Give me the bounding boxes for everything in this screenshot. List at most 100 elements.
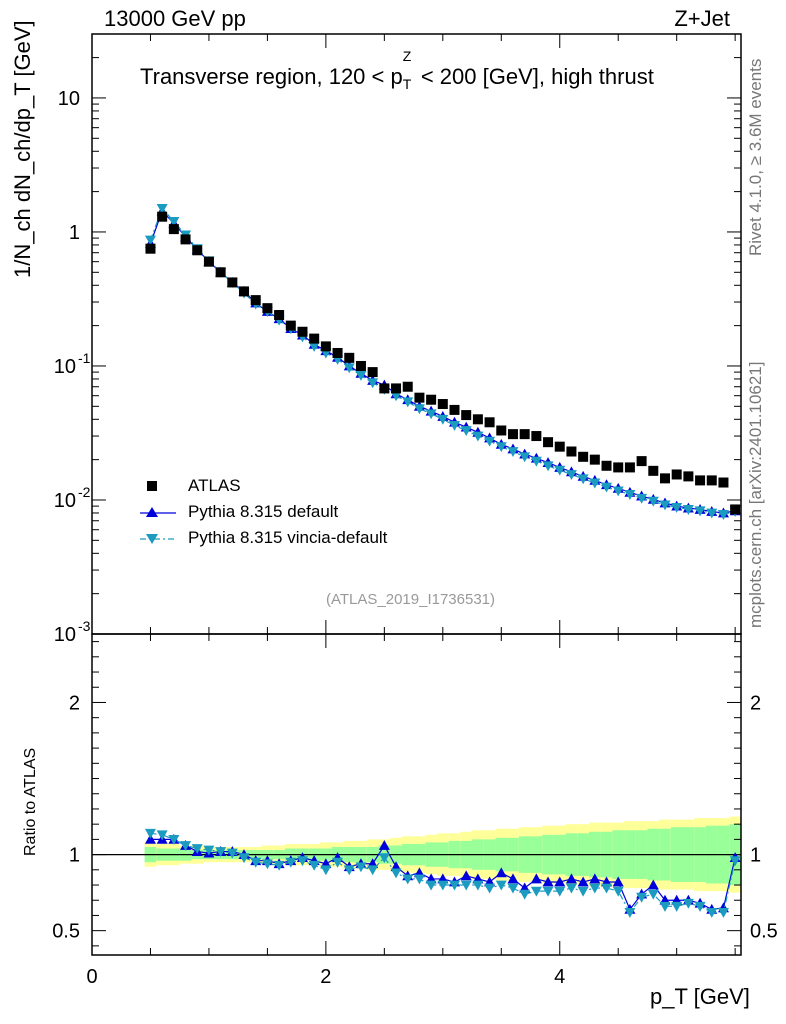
ratio-pythia-vincia-point	[413, 874, 425, 885]
y-ratio-tick-label: 0.5	[52, 921, 80, 943]
y-ratio-tick-label-right: 2	[750, 692, 761, 714]
ratio-pythia-vincia-point	[308, 860, 320, 871]
ratio-pythia-vincia-point	[144, 828, 156, 839]
pythia-vincia-point	[706, 508, 718, 519]
pythia-default-line	[149, 210, 736, 514]
atlas-point	[426, 394, 437, 405]
ratio-pythia-default-point	[507, 873, 519, 884]
ratio-pythia-vincia-point	[624, 908, 636, 918]
plot-title-tail: < 200 [GeV], high thrust	[414, 64, 654, 89]
pythia-vincia-point	[449, 421, 461, 431]
pythia-vincia-point	[647, 496, 659, 507]
ratio-pythia-vincia-point	[215, 847, 227, 858]
ratio-pythia-vincia-point	[425, 880, 437, 891]
atlas-point	[461, 410, 472, 421]
y-main-tick-exp: -1	[78, 350, 91, 366]
pythia-vincia-point	[624, 490, 636, 500]
atlas-point	[309, 333, 320, 344]
y-main-tick-label: 10	[58, 88, 80, 110]
y-ratio-title: Ratio to ATLAS	[22, 747, 39, 856]
pythia-vincia-point	[671, 503, 683, 513]
y-main-tick-exp: -3	[78, 618, 91, 634]
atlas-point	[344, 352, 355, 363]
ratio-pythia-vincia-point	[601, 883, 613, 894]
atlas-point	[203, 256, 214, 267]
atlas-point	[578, 451, 589, 462]
legend-pythia-default-label: Pythia 8.315 default	[188, 502, 339, 521]
ratio-pythia-vincia-point	[156, 830, 168, 841]
ratio-pythia-default-point	[612, 876, 624, 887]
atlas-point	[239, 286, 250, 297]
ratio-pythia-vincia-point	[706, 908, 718, 918]
pythia-vincia-point	[343, 363, 355, 374]
atlas-point	[437, 399, 448, 410]
plot-title-sub: T	[402, 76, 412, 92]
atlas-point	[391, 383, 402, 394]
ratio-pythia-vincia-point	[343, 865, 355, 876]
atlas-point	[355, 360, 366, 371]
pythia-vincia-point	[612, 486, 624, 497]
ratio-pythia-vincia-point	[530, 886, 542, 897]
ratio-pythia-vincia-point	[682, 898, 694, 909]
pythia-vincia-point	[144, 235, 156, 246]
atlas-point	[168, 224, 179, 235]
ratio-pythia-vincia-point	[717, 908, 729, 918]
atlas-point	[496, 425, 507, 436]
ratio-pythia-vincia-point	[495, 880, 507, 891]
ratio-pythia-vincia-point	[238, 853, 250, 864]
atlas-point	[192, 245, 203, 256]
main-plot-markers	[144, 203, 741, 520]
pythia-vincia-point	[460, 426, 472, 436]
legend-pythia-default-marker	[140, 507, 176, 517]
pythia-vincia-point	[554, 465, 566, 476]
ratio-pythia-default-point	[647, 879, 659, 890]
mcplots-label: mcplots.cern.ch [arXiv:2401.10621]	[746, 361, 765, 628]
atlas-point	[250, 295, 261, 306]
ratio-pythia-vincia-point	[168, 834, 180, 845]
ratio-pythia-vincia-point	[565, 883, 577, 894]
ratio-pythia-vincia-point	[636, 892, 648, 903]
atlas-point	[695, 475, 706, 486]
plot-title-sup: Z	[402, 48, 412, 64]
ratio-pythia-vincia-point	[273, 860, 285, 871]
ratio-pythia-vincia-point	[378, 853, 390, 864]
y-main-tick-exp: -2	[78, 484, 91, 500]
atlas-point	[613, 462, 624, 473]
atlas-point	[472, 414, 483, 425]
pythia-vincia-point	[156, 203, 168, 214]
ratio-plot-markers	[144, 828, 741, 918]
atlas-point	[589, 454, 600, 465]
pythia-vincia-point	[565, 470, 577, 480]
atlas-point	[402, 381, 413, 392]
pythia-vincia-point	[367, 378, 379, 389]
atlas-point	[601, 460, 612, 471]
atlas-point	[566, 446, 577, 457]
ratio-pythia-default-point	[144, 833, 156, 844]
ratio-pythia-default-point	[565, 873, 577, 884]
atlas-point	[367, 367, 378, 378]
atlas-point	[215, 267, 226, 278]
atlas-point	[227, 277, 238, 288]
ratio-pythia-default-point	[554, 876, 566, 887]
pythia-vincia-point	[542, 461, 554, 472]
ratio-pythia-vincia-point	[554, 886, 566, 897]
atlas-point	[624, 462, 635, 473]
y-main-title: 1/N_ch dN_ch/dp_T [GeV]	[10, 20, 35, 278]
ratio-pythia-vincia-point	[332, 857, 344, 868]
ratio-pythia-vincia-point	[671, 901, 683, 912]
ratio-pythia-vincia-point	[191, 844, 203, 855]
ratio-pythia-default-point	[378, 839, 390, 850]
ratio-pythia-vincia-point	[226, 848, 238, 859]
ratio-pythia-default-point	[495, 867, 507, 878]
y-main-tick-label: 1	[69, 222, 80, 244]
pythia-vincia-point	[425, 409, 437, 420]
legend-pythia-vincia-label: Pythia 8.315 vincia-default	[188, 528, 388, 547]
atlas-point	[484, 417, 495, 428]
y-ratio-tick-label: 2	[69, 692, 80, 714]
pythia-vincia-point	[601, 482, 613, 493]
ratio-pythia-vincia-point	[484, 883, 496, 894]
y-ratio-tick-label: 1	[69, 845, 80, 867]
ratio-pythia-vincia-point	[402, 874, 414, 885]
